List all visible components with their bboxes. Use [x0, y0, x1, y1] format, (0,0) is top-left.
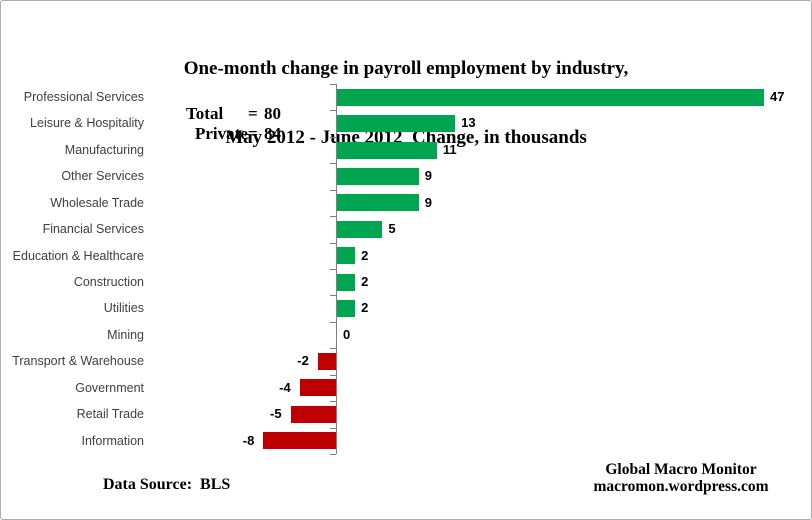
chart-title-line2: May 2012 - June 2012 Change, in thousand… [225, 127, 587, 148]
category-label: Construction [73, 275, 144, 289]
bar-negative [263, 432, 336, 450]
value-label: -2 [297, 353, 309, 369]
axis-tick [330, 137, 336, 138]
total-row: Total = 80 [186, 104, 281, 124]
bar-positive [337, 300, 356, 318]
bar-positive [337, 194, 419, 212]
value-label: 2 [361, 247, 369, 263]
bar-positive [337, 141, 437, 159]
category-label: Wholesale Trade [50, 195, 144, 210]
value-label: 13 [461, 115, 476, 131]
value-label: -8 [242, 432, 255, 448]
bar-negative [290, 405, 336, 423]
axis-tick [330, 454, 336, 455]
axis-tick [330, 322, 336, 323]
chart-title-line1: One-month change in payroll employment b… [183, 58, 629, 79]
value-label: 2 [361, 274, 369, 289]
credit-block: Global Macro Monitor macromon.wordpress.… [571, 461, 791, 495]
value-label: 9 [424, 168, 432, 184]
axis-tick [330, 216, 336, 217]
data-source-note: Data Source: BLS [103, 476, 231, 493]
bar-positive [337, 247, 356, 265]
bar-negative [299, 379, 336, 397]
y-axis-line [336, 84, 337, 455]
axis-tick [330, 375, 336, 376]
category-label: Utilities [103, 301, 144, 316]
category-label: Mining [107, 327, 144, 342]
category-label: Retail Trade [76, 407, 144, 422]
category-label: Manufacturing [64, 142, 144, 157]
private-row: Private = 84 [186, 124, 281, 144]
bar-positive [337, 220, 383, 238]
axis-tick [330, 269, 336, 270]
axis-tick [330, 110, 336, 111]
value-label: 5 [388, 221, 396, 237]
axis-tick [330, 84, 336, 85]
category-label: Education & Healthcare [12, 248, 144, 263]
equals-sign: = [248, 124, 258, 143]
value-label: -4 [279, 379, 291, 395]
value-label: -5 [270, 406, 282, 422]
total-value: 80 [264, 104, 281, 123]
totals-annotation: Total = 80 Private = 84 [186, 104, 281, 144]
bar-positive [337, 88, 764, 106]
credit-url: macromon.wordpress.com [593, 478, 769, 495]
chart-title: One-month change in payroll employment b… [1, 11, 811, 195]
value-label: 0 [343, 326, 351, 342]
category-label: Government [75, 380, 144, 395]
axis-tick [330, 401, 336, 402]
equals-sign: = [248, 104, 258, 123]
axis-tick [330, 348, 336, 349]
axis-tick [330, 428, 336, 429]
value-label: 2 [361, 300, 369, 316]
category-label: Information [81, 433, 144, 448]
bar-positive [337, 168, 419, 185]
axis-tick [330, 243, 336, 244]
credit-name: Global Macro Monitor [605, 461, 757, 478]
private-value: 84 [264, 124, 281, 143]
value-label: 9 [424, 194, 432, 210]
category-label: Financial Services [42, 222, 144, 237]
bar-negative [317, 353, 336, 370]
private-label: Private [195, 124, 248, 143]
axis-tick [330, 190, 336, 191]
bar-positive [337, 273, 356, 291]
category-label: Professional Services [23, 90, 144, 104]
total-label: Total [186, 104, 224, 123]
axis-tick [330, 163, 336, 164]
axis-tick [330, 295, 336, 296]
value-label: 11 [442, 141, 457, 157]
bar-positive [337, 115, 456, 133]
category-label: Leisure & Hospitality [30, 116, 144, 131]
category-label: Other Services [61, 169, 144, 184]
value-label: 47 [769, 89, 785, 104]
category-label: Transport & Warehouse [12, 354, 144, 369]
